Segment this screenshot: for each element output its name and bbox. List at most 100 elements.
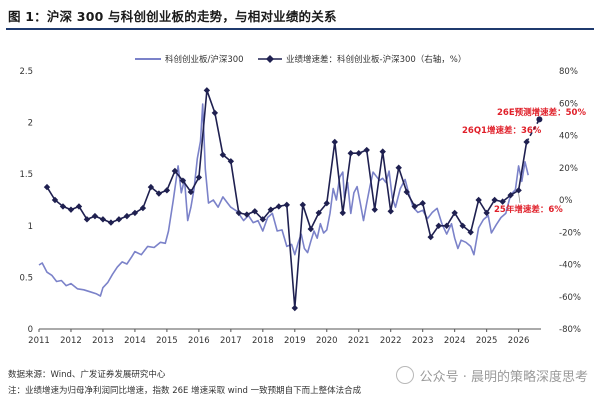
growth-point bbox=[195, 174, 203, 181]
growth-point bbox=[499, 198, 506, 205]
growth-point bbox=[99, 216, 107, 223]
x-tick-label: 2026 bbox=[508, 336, 530, 346]
growth-point bbox=[107, 219, 115, 226]
growth-point bbox=[243, 211, 251, 218]
growth-point bbox=[403, 188, 410, 196]
growth-point bbox=[363, 146, 370, 154]
growth-point bbox=[147, 183, 155, 191]
y-right-tick-label: -40% bbox=[559, 261, 581, 271]
growth-point bbox=[43, 183, 51, 191]
annotation-label: 25年增速差：6% bbox=[494, 204, 563, 215]
growth-point bbox=[67, 206, 75, 213]
watermark: 公众号 · 晨明的策略深度思考 bbox=[395, 366, 588, 385]
growth-point bbox=[459, 222, 466, 229]
growth-point bbox=[507, 191, 514, 199]
wechat-icon bbox=[395, 366, 414, 384]
growth-point bbox=[163, 187, 171, 194]
x-tick-label: 2019 bbox=[284, 336, 306, 346]
y-right-tick-label: 60% bbox=[559, 99, 578, 109]
series-line-growth bbox=[46, 89, 528, 309]
y-right-tick-label: 40% bbox=[559, 132, 578, 142]
growth-point bbox=[251, 208, 259, 215]
growth-point bbox=[211, 109, 219, 117]
growth-point bbox=[315, 209, 322, 217]
annotations: 26E预测增速差：50% 26Q1增速差：36% 25年增速差：6% bbox=[462, 107, 586, 215]
growth-point bbox=[411, 203, 418, 210]
plot-area bbox=[38, 87, 543, 312]
growth-point bbox=[131, 209, 139, 217]
y-right-tick-label: 0% bbox=[559, 196, 573, 206]
growth-point bbox=[267, 206, 275, 213]
x-tick-label: 2013 bbox=[92, 336, 114, 346]
growth-point bbox=[379, 148, 386, 155]
title-rule bbox=[6, 28, 594, 30]
x-tick-label: 2014 bbox=[124, 336, 146, 346]
growth-point bbox=[115, 216, 123, 223]
legend-marker-growth bbox=[266, 55, 274, 63]
legend-label-growth: 业绩增速差：科创创业板-沪深300（右轴，%） bbox=[286, 54, 466, 65]
growth-point bbox=[451, 209, 458, 217]
growth-point bbox=[371, 206, 378, 213]
growth-point bbox=[219, 151, 227, 159]
growth-point bbox=[419, 200, 426, 207]
x-tick-label: 2022 bbox=[380, 336, 402, 346]
annotation-label: 26E预测增速差：50% bbox=[497, 107, 586, 118]
growth-point bbox=[427, 233, 434, 241]
growth-point bbox=[171, 167, 179, 175]
y-right-tick-label: -60% bbox=[559, 293, 581, 303]
growth-point bbox=[483, 209, 490, 217]
growth-point bbox=[139, 204, 147, 212]
growth-point bbox=[387, 208, 394, 215]
y-left-tick-label: 2.5 bbox=[19, 67, 33, 77]
growth-point bbox=[91, 212, 99, 220]
x-tick-label: 2017 bbox=[220, 336, 242, 346]
y-left-tick-label: 0 bbox=[28, 325, 33, 335]
x-tick-label: 2020 bbox=[316, 336, 338, 346]
x-tick-label: 2016 bbox=[188, 336, 210, 346]
growth-point bbox=[59, 203, 67, 210]
growth-point bbox=[491, 196, 498, 204]
axes: 2011 2012 2013 2014 2015 2016 2017 2018 2019 2020… bbox=[19, 67, 581, 346]
y-right-tick-label: -20% bbox=[559, 228, 581, 238]
chart-title: 图 1：沪深 300 与科创创业板的走势，与相对业绩的关系 bbox=[8, 9, 337, 24]
x-tick-label: 2011 bbox=[28, 336, 50, 346]
forecast-point bbox=[536, 116, 543, 123]
x-tick-label: 2024 bbox=[444, 336, 466, 346]
growth-point bbox=[435, 222, 442, 229]
growth-point bbox=[515, 187, 522, 194]
series-forecast-growth bbox=[525, 118, 541, 143]
annotation-label: 26Q1增速差：36% bbox=[462, 125, 542, 136]
y-left-tick-label: 1 bbox=[28, 222, 33, 232]
x-tick-label: 2025 bbox=[476, 336, 498, 346]
y-right-tick-label: -80% bbox=[559, 325, 581, 335]
annotation-leader bbox=[518, 193, 521, 204]
growth-point bbox=[523, 138, 530, 146]
growth-point bbox=[187, 188, 195, 196]
growth-point bbox=[307, 225, 314, 233]
series-line-ratio bbox=[38, 103, 529, 297]
y-right-tick-label: 80% bbox=[559, 67, 578, 77]
y-left-tick-label: 1.5 bbox=[19, 170, 33, 180]
source-note: 数据来源：Wind、广发证券发展研究中心 bbox=[8, 370, 166, 380]
title-bar: 图 1：沪深 300 与科创创业板的走势，与相对业绩的关系 bbox=[6, 4, 594, 30]
growth-point bbox=[443, 222, 450, 229]
y-left-tick-label: 0.5 bbox=[19, 273, 33, 283]
growth-point bbox=[355, 150, 362, 157]
growth-point bbox=[179, 177, 187, 184]
growth-point bbox=[323, 200, 330, 207]
y-right-tick-label: 20% bbox=[559, 164, 578, 174]
growth-point bbox=[227, 158, 235, 165]
x-tick-label: 2021 bbox=[348, 336, 370, 346]
growth-point bbox=[83, 216, 91, 223]
growth-point bbox=[475, 196, 482, 204]
legend-label-ratio: 科创创业板/沪深300 bbox=[165, 54, 244, 65]
growth-point bbox=[75, 203, 83, 210]
growth-point bbox=[347, 150, 354, 157]
growth-point bbox=[395, 164, 402, 171]
growth-point bbox=[467, 229, 474, 236]
growth-point bbox=[203, 87, 211, 94]
growth-point bbox=[155, 190, 163, 197]
growth-point bbox=[339, 209, 346, 217]
footnote: 注：业绩增速为归母净利润同比增速，指数 26E 增速采取 wind 一致预期自下… bbox=[8, 386, 362, 396]
